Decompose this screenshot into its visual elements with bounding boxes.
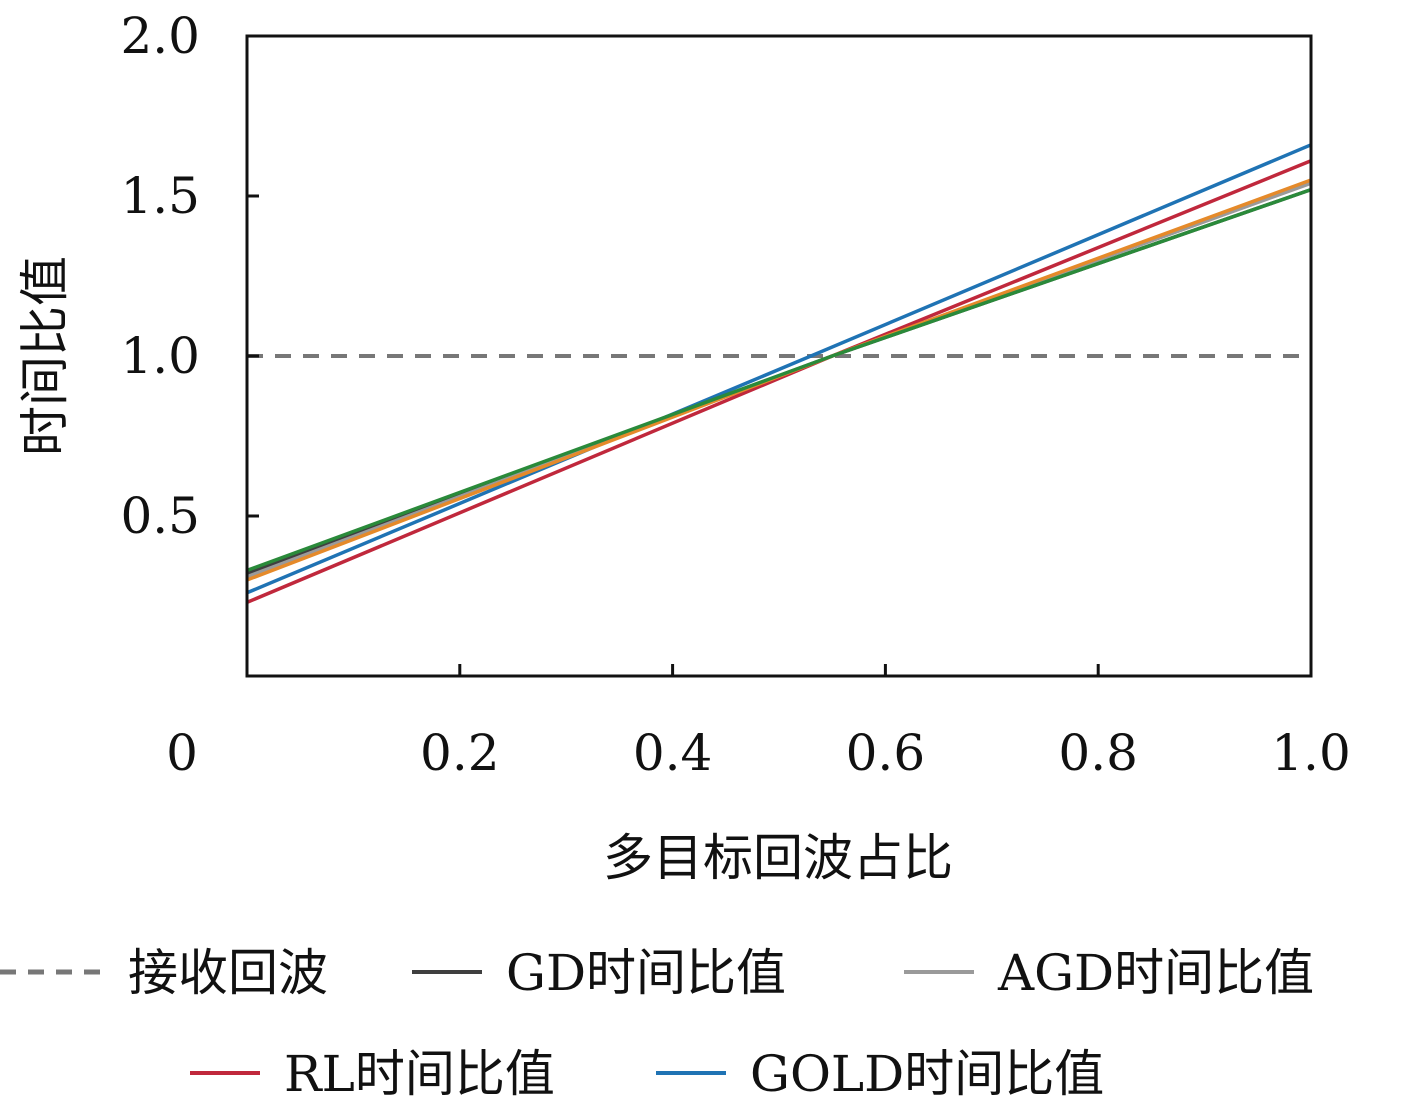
axis-ticks: 0 0.2 0.4 0.6 0.8 1.0 0.5 1.0 1.5 2.0 <box>120 7 1350 782</box>
x-tick-label: 0 <box>166 724 198 782</box>
legend-label: GOLD时间比值 <box>750 1045 1104 1103</box>
plot-area <box>246 143 1312 605</box>
legend-label: AGD时间比值 <box>997 944 1314 1002</box>
y-axis-label: 时间比值 <box>16 256 74 456</box>
x-tick-label: 0.6 <box>846 724 926 782</box>
y-tick-label: 1.0 <box>120 327 200 385</box>
x-tick-label: 0.2 <box>420 724 500 782</box>
y-tick-label: 2.0 <box>120 7 200 65</box>
x-tick-label: 1.0 <box>1271 724 1351 782</box>
y-tick-label: 0.5 <box>120 487 200 545</box>
x-axis-label: 多目标回波占比 <box>603 829 953 887</box>
y-tick-label: 1.5 <box>120 167 200 225</box>
legend-label: RL时间比值 <box>284 1045 555 1103</box>
legend: 接收回波 GD时间比值 AGD时间比值 RL时间比值 GOLD时间比值 <box>0 944 1314 1103</box>
x-tick-label: 0.8 <box>1058 724 1138 782</box>
legend-label: GD时间比值 <box>506 944 786 1002</box>
series-line-5 <box>246 187 1312 573</box>
x-tick-label: 0.4 <box>633 724 713 782</box>
legend-label: 接收回波 <box>128 944 328 1002</box>
series-line-3 <box>246 143 1312 595</box>
series-line-2 <box>246 159 1312 605</box>
